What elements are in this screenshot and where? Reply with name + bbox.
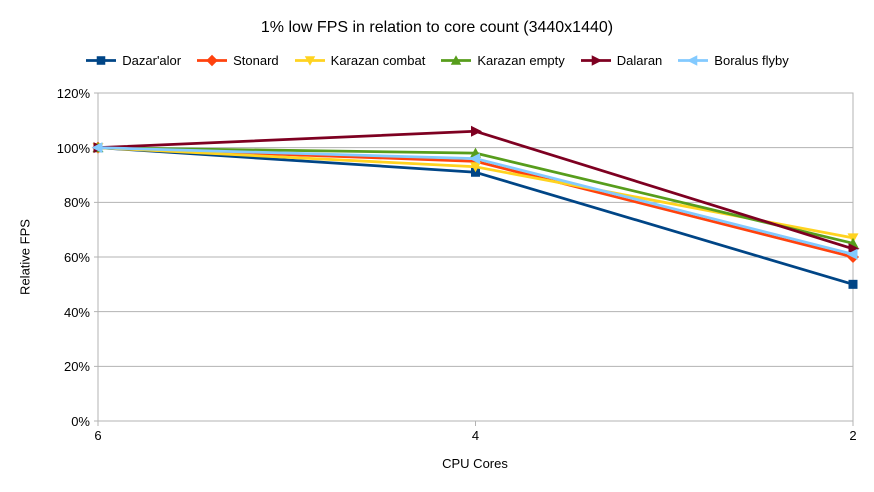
y-tick-label: 60% [63,250,90,265]
y-tick-label: 40% [63,304,90,320]
legend-label: Karazan combat [330,53,426,68]
triangle-down-marker [470,162,481,173]
x-axis-title: CPU Cores [442,456,508,471]
square-marker [96,56,106,65]
arrow-right-marker [848,243,860,255]
y-tick-label: 100% [56,140,90,156]
arrow-right-marker [471,125,482,137]
legend-key-icon [86,56,117,65]
y-tick-label: 0% [71,414,90,429]
y-tick-label: 80% [63,195,90,211]
y-tick-label: 20% [63,359,90,375]
triangle-up-marker [451,55,462,65]
legend-item: Karazan combat [294,53,426,68]
legend-item: Stonard [196,53,279,68]
arrow-left-marker [469,153,480,165]
legend-item: Dazar'alor [85,53,181,68]
legend-item: Dalaran [580,53,663,68]
chart-legend: Dazar'alor Stonard Karazan combat Karazan e… [0,53,874,68]
chart-title: 1% low FPS in relation to core count (34… [260,19,614,36]
legend-item: Boralus flyby [677,53,789,68]
square-marker [848,279,858,289]
arrow-left-marker [846,248,858,260]
legend-item: Karazan empty [440,53,565,68]
legend-label: Stonard [233,53,279,68]
legend-key-icon [678,55,709,66]
legend-label: Karazan empty [477,53,565,68]
legend-key-icon [580,55,611,66]
arrow-left-marker [91,142,103,154]
y-tick-label: 120% [56,86,90,101]
y-axis-title: Relative FPS [17,219,33,295]
x-tick-label: 6 [94,428,102,443]
legend-key-icon [197,54,228,67]
arrow-left-marker [687,55,698,66]
triangle-down-marker [304,56,315,66]
legend-label: Dazar'alor [122,53,182,68]
x-tick-label: 2 [849,428,857,443]
legend-label: Boralus flyby [714,53,789,68]
arrow-right-marker [591,55,602,66]
legend-key-icon [294,56,325,66]
legend-label: Dalaran [616,53,663,68]
legend-key-icon [441,55,472,65]
x-tick-label: 4 [471,428,480,443]
